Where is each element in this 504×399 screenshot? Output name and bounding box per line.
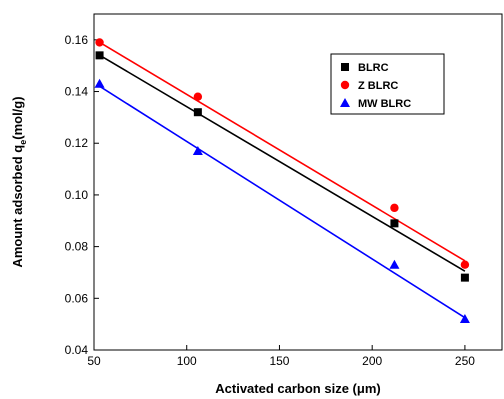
legend-marker-z-blrc: [340, 80, 350, 90]
legend-label-mw-blrc: MW BLRC: [358, 98, 411, 110]
x-tick-label: 150: [269, 354, 289, 368]
legend: BLRC Z BLRC MW BLRC: [330, 53, 445, 115]
point-z-blrc: [95, 38, 104, 47]
x-tick-label: 50: [87, 354, 101, 368]
x-tick-label: 250: [455, 354, 475, 368]
y-axis-title: Amount adsorbed qe(mol/g): [10, 96, 28, 267]
point-mw-blrc: [94, 78, 105, 88]
point-blrc: [193, 108, 202, 117]
y-tick-label: 0.04: [65, 343, 89, 357]
point-mw-blrc: [389, 259, 400, 269]
y-axis-title-subscript: e: [18, 140, 28, 145]
point-z-blrc: [390, 203, 399, 213]
y-axis-title-main: Amount adsorbed q: [10, 145, 25, 268]
point-mw-blrc: [192, 145, 203, 155]
y-tick-label: 0.10: [65, 188, 89, 202]
x-tick-label: 200: [362, 354, 382, 368]
y-tick-label: 0.06: [65, 291, 89, 305]
legend-label-blrc: BLRC: [358, 62, 389, 74]
point-z-blrc: [193, 92, 203, 101]
point-mw-blrc: [459, 313, 470, 323]
legend-label-z-blrc: Z BLRC: [358, 80, 398, 92]
point-z-blrc: [460, 260, 470, 269]
y-tick-label: 0.16: [65, 33, 89, 47]
x-axis: 50 100 150 200 250: [87, 345, 475, 368]
data-points: [94, 38, 470, 323]
y-tick-label: 0.08: [65, 240, 89, 254]
fit-lines: [97, 40, 466, 319]
legend-marker-blrc: [341, 63, 349, 71]
y-tick-label: 0.14: [65, 85, 89, 99]
x-axis-title: Activated carbon size (μm): [215, 381, 380, 396]
y-tick-label: 0.12: [65, 136, 89, 150]
point-blrc: [95, 51, 104, 60]
fit-line-mw-blrc: [97, 84, 466, 319]
legend-box: [330, 53, 445, 115]
y-axis-title-unit: (mol/g): [10, 96, 25, 139]
fit-line-blrc: [97, 53, 466, 272]
legend-marker-mw-blrc: [340, 98, 350, 107]
point-blrc: [460, 273, 469, 282]
fit-line-z-blrc: [97, 40, 466, 262]
x-tick-label: 100: [177, 354, 197, 368]
point-blrc: [390, 219, 399, 228]
plot-frame: [93, 13, 503, 351]
